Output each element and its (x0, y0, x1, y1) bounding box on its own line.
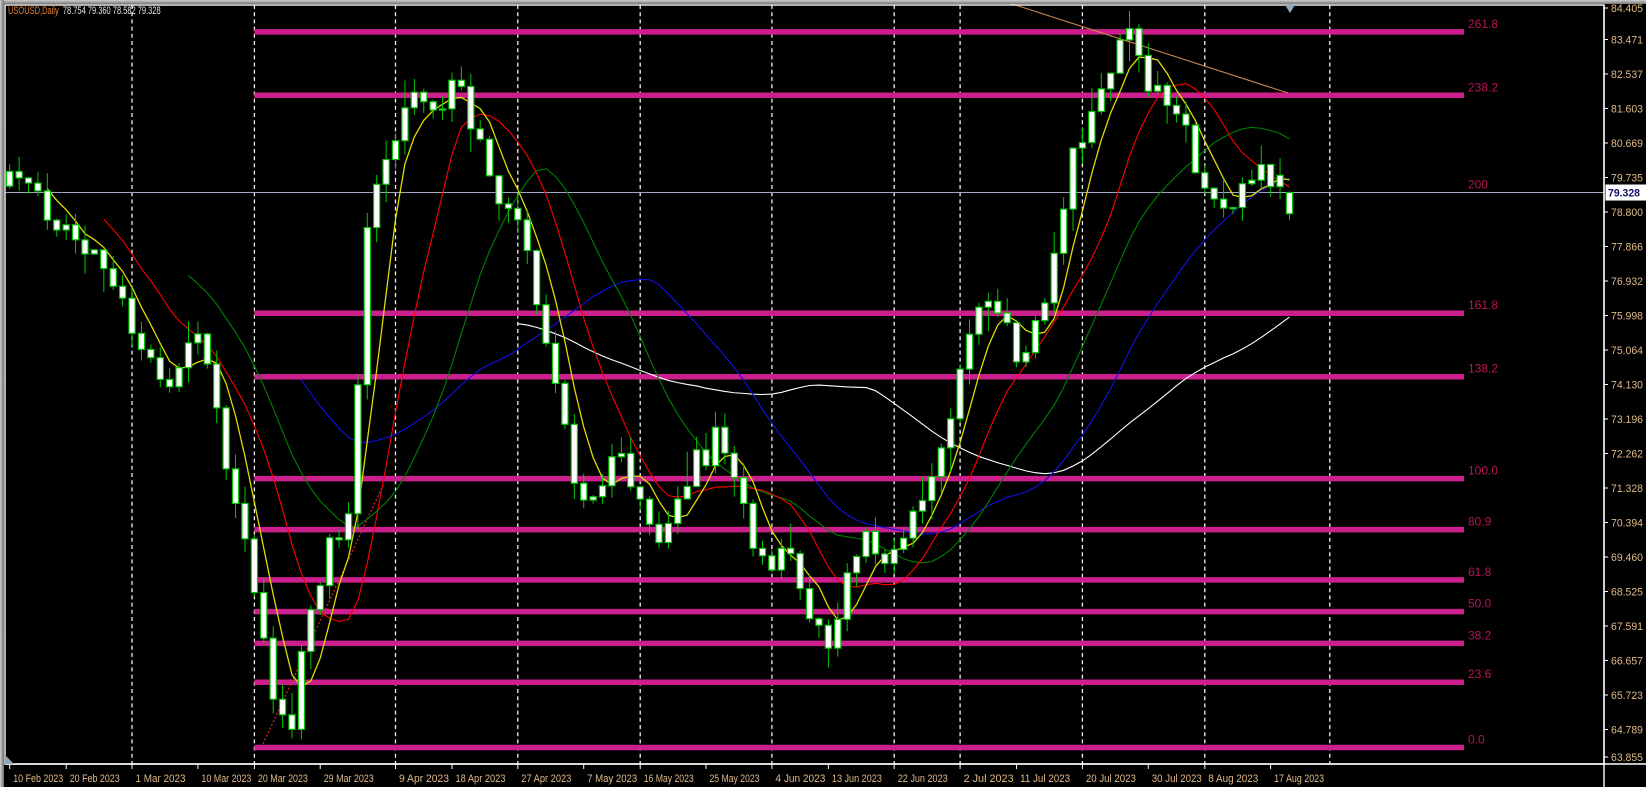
svg-text:63.855: 63.855 (1611, 752, 1643, 764)
svg-text:27 Apr 2023: 27 Apr 2023 (521, 773, 571, 785)
svg-text:78.800: 78.800 (1611, 207, 1643, 219)
svg-text:4 Jun 2023: 4 Jun 2023 (775, 773, 825, 785)
svg-text:75.998: 75.998 (1611, 311, 1643, 323)
svg-text:70.394: 70.394 (1611, 518, 1643, 530)
svg-text:69.460: 69.460 (1611, 552, 1643, 564)
svg-text:84.405: 84.405 (1611, 3, 1643, 15)
svg-text:50.0: 50.0 (1468, 597, 1492, 611)
svg-text:100.0: 100.0 (1468, 464, 1498, 478)
svg-text:18 Apr 2023: 18 Apr 2023 (456, 773, 506, 785)
svg-text:161.8: 161.8 (1468, 298, 1498, 312)
svg-text:82.537: 82.537 (1611, 69, 1643, 81)
svg-text:17 Aug 2023: 17 Aug 2023 (1274, 773, 1324, 785)
svg-text:65.723: 65.723 (1611, 690, 1643, 702)
svg-text:7 May 2023: 7 May 2023 (587, 773, 637, 785)
svg-text:67.591: 67.591 (1611, 621, 1643, 633)
svg-text:29 Mar 2023: 29 Mar 2023 (324, 773, 374, 785)
svg-text:80.669: 80.669 (1611, 138, 1643, 150)
svg-text:80.9: 80.9 (1468, 515, 1492, 529)
svg-text:138.2: 138.2 (1468, 362, 1498, 376)
svg-text:0.0: 0.0 (1468, 733, 1485, 747)
svg-text:75.064: 75.064 (1611, 345, 1643, 357)
svg-text:79.328: 79.328 (1608, 188, 1640, 200)
svg-text:74.130: 74.130 (1611, 380, 1643, 392)
svg-text:66.657: 66.657 (1611, 656, 1643, 668)
svg-text:8 Aug 2023: 8 Aug 2023 (1208, 773, 1258, 785)
svg-text:200: 200 (1468, 178, 1488, 192)
svg-text:13 Jun 2023: 13 Jun 2023 (832, 773, 882, 785)
svg-text:16 May 2023: 16 May 2023 (644, 773, 694, 785)
svg-text:38.2: 38.2 (1468, 628, 1492, 642)
svg-text:11 Jul 2023: 11 Jul 2023 (1020, 773, 1070, 785)
svg-text:68.525: 68.525 (1611, 587, 1643, 599)
svg-text:20 Mar 2023: 20 Mar 2023 (258, 773, 308, 785)
svg-text:71.328: 71.328 (1611, 483, 1643, 495)
svg-text:30 Jul 2023: 30 Jul 2023 (1152, 773, 1202, 785)
svg-text:238.2: 238.2 (1468, 80, 1498, 94)
svg-text:61.8: 61.8 (1468, 565, 1492, 579)
svg-text:20 Jul 2023: 20 Jul 2023 (1086, 773, 1136, 785)
svg-text:261.8: 261.8 (1468, 17, 1498, 31)
svg-text:1 Mar 2023: 1 Mar 2023 (136, 773, 186, 785)
svg-text:64.789: 64.789 (1611, 725, 1643, 737)
svg-text:79.735: 79.735 (1611, 173, 1643, 185)
svg-text:81.603: 81.603 (1611, 104, 1643, 116)
svg-text:83.471: 83.471 (1611, 35, 1643, 47)
svg-text:76.932: 76.932 (1611, 276, 1643, 288)
svg-text:22 Jun 2023: 22 Jun 2023 (898, 773, 948, 785)
svg-text:10 Feb 2023: 10 Feb 2023 (13, 773, 63, 785)
svg-text:23.6: 23.6 (1468, 667, 1492, 681)
svg-text:20 Feb 2023: 20 Feb 2023 (70, 773, 120, 785)
svg-text:72.262: 72.262 (1611, 449, 1643, 461)
svg-text:10 Mar 2023: 10 Mar 2023 (201, 773, 251, 785)
svg-text:2 Jul 2023: 2 Jul 2023 (964, 773, 1014, 785)
svg-text:73.196: 73.196 (1611, 414, 1643, 426)
svg-text:25 May 2023: 25 May 2023 (710, 773, 760, 785)
svg-text:77.866: 77.866 (1611, 242, 1643, 254)
svg-text:9 Apr 2023: 9 Apr 2023 (399, 773, 449, 785)
